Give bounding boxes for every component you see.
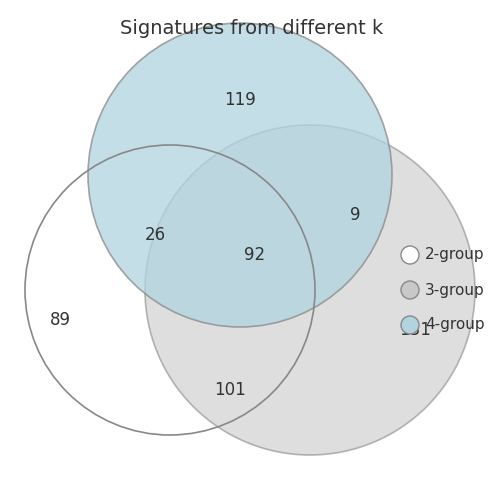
- Circle shape: [401, 246, 419, 264]
- Text: 2-group: 2-group: [425, 247, 485, 263]
- Text: 26: 26: [145, 226, 165, 244]
- Text: 4-group: 4-group: [425, 318, 485, 333]
- Text: 3-group: 3-group: [425, 283, 485, 297]
- Text: 119: 119: [224, 91, 256, 109]
- Circle shape: [88, 23, 392, 327]
- Circle shape: [401, 316, 419, 334]
- Circle shape: [401, 281, 419, 299]
- Text: 89: 89: [49, 311, 71, 329]
- Text: 9: 9: [350, 206, 360, 224]
- Text: 92: 92: [244, 246, 266, 264]
- Text: 101: 101: [214, 381, 246, 399]
- Text: Signatures from different k: Signatures from different k: [120, 19, 384, 37]
- Text: 131: 131: [399, 321, 431, 339]
- Circle shape: [145, 125, 475, 455]
